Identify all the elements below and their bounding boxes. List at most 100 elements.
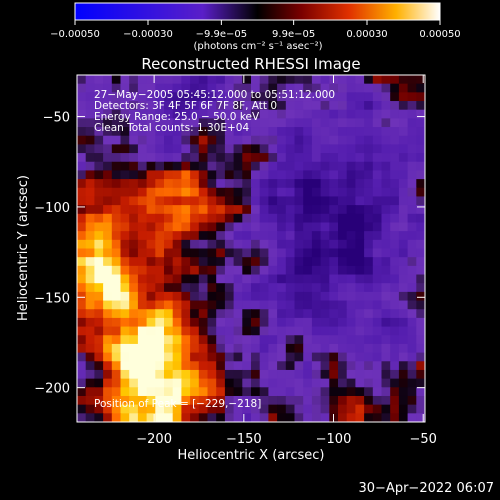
heatmap-cell <box>277 335 287 345</box>
heatmap-cell <box>277 343 287 354</box>
heatmap-cell <box>77 335 87 345</box>
heatmap-cell <box>320 196 330 206</box>
heatmap-cell <box>364 109 374 119</box>
heatmap-cell <box>207 135 217 146</box>
heatmap-cell <box>103 317 113 328</box>
heatmap-cell <box>329 109 339 119</box>
heatmap-cell <box>390 317 400 328</box>
heatmap-cell <box>346 378 356 388</box>
heatmap-cell <box>216 274 226 284</box>
heatmap-cell <box>216 352 226 362</box>
heatmap-cell <box>398 231 409 241</box>
heatmap-cell <box>242 361 252 371</box>
heatmap-cell <box>320 335 330 345</box>
heatmap-cell <box>303 144 313 154</box>
heatmap-cell <box>155 404 165 414</box>
heatmap-cell <box>181 309 191 319</box>
heatmap-cell <box>103 127 113 137</box>
heatmap-cell <box>85 75 95 85</box>
heatmap-cell <box>198 309 209 319</box>
heatmap-cell <box>164 109 174 119</box>
heatmap-cell <box>233 144 243 154</box>
heatmap-cell <box>338 369 348 380</box>
heatmap-cell <box>207 231 217 241</box>
heatmap-cell <box>364 265 374 276</box>
heatmap-cell <box>233 369 243 380</box>
heatmap-cell <box>277 135 287 146</box>
heatmap-cell <box>294 231 304 241</box>
heatmap-cell <box>233 222 243 232</box>
heatmap-cell <box>277 300 287 310</box>
heatmap-cell <box>190 118 200 128</box>
heatmap-cell <box>268 274 278 284</box>
heatmap-cell <box>311 291 322 302</box>
heatmap-cell <box>416 404 425 414</box>
heatmap-cell <box>338 83 348 93</box>
heatmap-cell <box>294 274 304 284</box>
heatmap-cell <box>416 300 425 310</box>
heatmap-cell <box>190 248 200 258</box>
heatmap-cell <box>407 300 417 310</box>
heatmap-cell <box>294 248 304 258</box>
heatmap-cell <box>111 144 122 154</box>
heatmap-cell <box>329 361 339 371</box>
heatmap-cell <box>216 231 226 241</box>
heatmap-cell <box>364 395 374 406</box>
heatmap-cell <box>181 387 191 397</box>
heatmap-cell <box>242 213 252 224</box>
heatmap-cell <box>329 387 339 397</box>
heatmap-cell <box>381 187 391 198</box>
heatmap-cell <box>320 101 330 111</box>
heatmap-cell <box>355 239 365 250</box>
heatmap-cell <box>111 231 122 241</box>
heatmap-cell <box>181 205 191 215</box>
heatmap-cell <box>338 352 348 362</box>
heatmap-cell <box>146 83 156 93</box>
heatmap-cell <box>172 83 182 93</box>
heatmap-cell <box>251 274 261 284</box>
heatmap-cell <box>155 127 165 137</box>
heatmap-cell <box>398 265 409 276</box>
heatmap-cell <box>207 309 217 319</box>
heatmap-cell <box>311 413 322 422</box>
heatmap-cell <box>259 395 269 406</box>
heatmap-cell <box>181 222 191 232</box>
heatmap-cell <box>407 231 417 241</box>
heatmap-cell <box>381 265 391 276</box>
heatmap-cell <box>181 248 191 258</box>
heatmap-cell <box>320 309 330 319</box>
heatmap-cell <box>164 144 174 154</box>
heatmap-cell <box>407 92 417 102</box>
heatmap-cell <box>137 205 148 215</box>
heatmap-cell <box>224 205 235 215</box>
heatmap-cell <box>85 309 95 319</box>
heatmap-cell <box>146 92 156 102</box>
heatmap-cell <box>146 161 156 172</box>
heatmap-cell <box>320 395 330 406</box>
heatmap-cell <box>251 118 261 128</box>
heatmap-cell <box>242 413 252 422</box>
heatmap-cell <box>242 283 252 293</box>
heatmap-cell <box>285 387 296 397</box>
heatmap-cell <box>172 213 182 224</box>
heatmap-cell <box>259 196 269 206</box>
heatmap-cell <box>224 343 235 354</box>
heatmap-cell <box>416 196 425 206</box>
heatmap-cell <box>137 309 148 319</box>
heatmap-cell <box>364 75 374 85</box>
heatmap-cell <box>129 387 139 397</box>
heatmap-cell <box>164 153 174 163</box>
heatmap-cell <box>207 387 217 397</box>
heatmap-cell <box>251 231 261 241</box>
heatmap-cell <box>94 352 104 362</box>
heatmap-cell <box>320 205 330 215</box>
heatmap-cell <box>120 395 130 406</box>
heatmap-cell <box>181 343 191 354</box>
heatmap-cell <box>155 335 165 345</box>
heatmap-cell <box>277 205 287 215</box>
heatmap-cell <box>164 196 174 206</box>
heatmap-cell <box>390 248 400 258</box>
heatmap-cell <box>198 369 209 380</box>
heatmap-cell <box>216 361 226 371</box>
heatmap-cell <box>103 179 113 189</box>
